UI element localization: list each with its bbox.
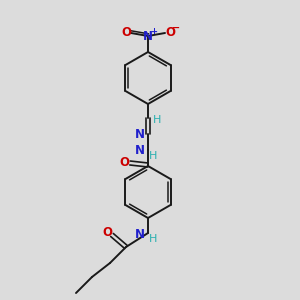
Text: O: O xyxy=(121,26,131,40)
Text: +: + xyxy=(150,28,157,37)
Text: O: O xyxy=(102,226,112,239)
Text: H: H xyxy=(149,234,157,244)
Text: H: H xyxy=(149,151,157,161)
Text: N: N xyxy=(135,145,145,158)
Text: H: H xyxy=(153,115,161,125)
Text: O: O xyxy=(165,26,175,40)
Text: N: N xyxy=(143,29,153,43)
Text: O: O xyxy=(119,157,129,169)
Text: N: N xyxy=(135,227,145,241)
Text: −: − xyxy=(172,23,180,33)
Text: N: N xyxy=(135,128,145,142)
